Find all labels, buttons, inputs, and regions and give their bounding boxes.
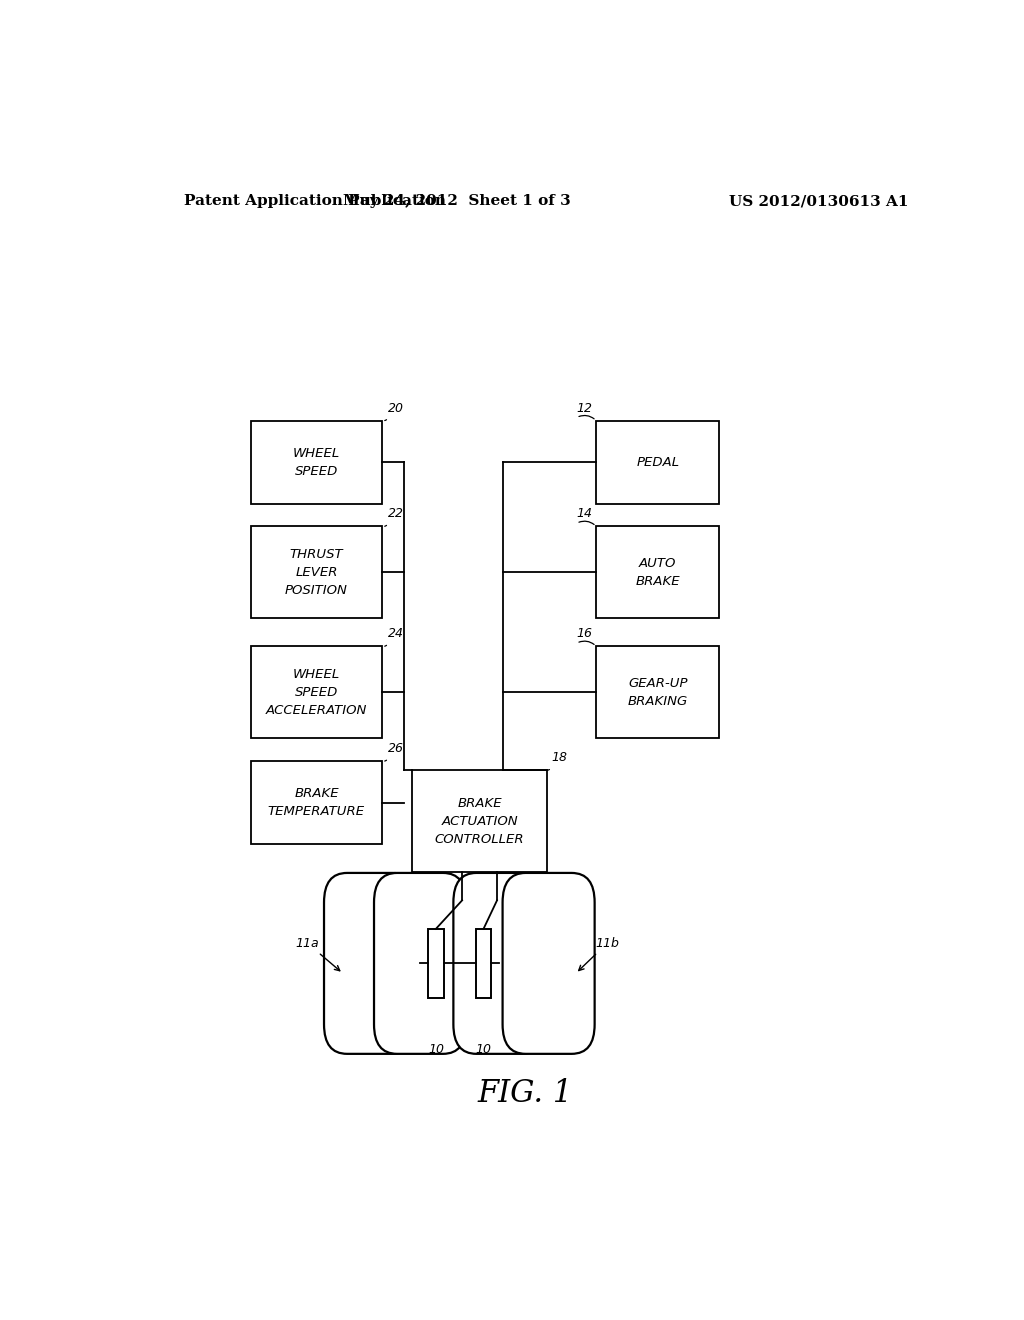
Bar [596, 421, 719, 504]
Text: WHEEL
SPEED: WHEEL SPEED [293, 446, 340, 478]
Bar [251, 762, 382, 845]
Text: PEDAL: PEDAL [636, 455, 679, 469]
Text: THRUST
LEVER
POSITION: THRUST LEVER POSITION [285, 548, 348, 597]
Text: US 2012/0130613 A1: US 2012/0130613 A1 [729, 194, 908, 209]
Text: FIG. 1: FIG. 1 [477, 1078, 572, 1109]
FancyBboxPatch shape [503, 873, 595, 1053]
Text: 22: 22 [388, 507, 404, 520]
Text: 11b: 11b [579, 937, 620, 970]
FancyBboxPatch shape [454, 873, 546, 1053]
Text: BRAKE
TEMPERATURE: BRAKE TEMPERATURE [268, 787, 365, 818]
Text: 14: 14 [577, 507, 592, 520]
Bar [428, 929, 443, 998]
Bar [596, 527, 719, 618]
Bar [412, 771, 547, 873]
Text: 26: 26 [388, 742, 404, 755]
Text: 11a: 11a [296, 937, 340, 970]
Text: GEAR-UP
BRAKING: GEAR-UP BRAKING [628, 677, 688, 708]
Bar [596, 647, 719, 738]
Text: May 24, 2012  Sheet 1 of 3: May 24, 2012 Sheet 1 of 3 [343, 194, 571, 209]
Text: BRAKE
ACTUATION
CONTROLLER: BRAKE ACTUATION CONTROLLER [435, 796, 524, 846]
Text: 10: 10 [428, 1043, 444, 1056]
Text: 20: 20 [388, 401, 404, 414]
FancyBboxPatch shape [374, 873, 466, 1053]
Text: WHEEL
SPEED
ACCELERATION: WHEEL SPEED ACCELERATION [266, 668, 368, 717]
Bar [475, 929, 492, 998]
Text: AUTO
BRAKE: AUTO BRAKE [636, 557, 680, 587]
Text: 24: 24 [388, 627, 404, 640]
Text: Patent Application Publication: Patent Application Publication [183, 194, 445, 209]
Bar [251, 527, 382, 618]
Text: 12: 12 [577, 401, 592, 414]
Bar [251, 647, 382, 738]
Text: 18: 18 [551, 751, 567, 764]
Bar [251, 421, 382, 504]
FancyBboxPatch shape [324, 873, 416, 1053]
Text: 10: 10 [475, 1043, 492, 1056]
Text: 16: 16 [577, 627, 592, 640]
